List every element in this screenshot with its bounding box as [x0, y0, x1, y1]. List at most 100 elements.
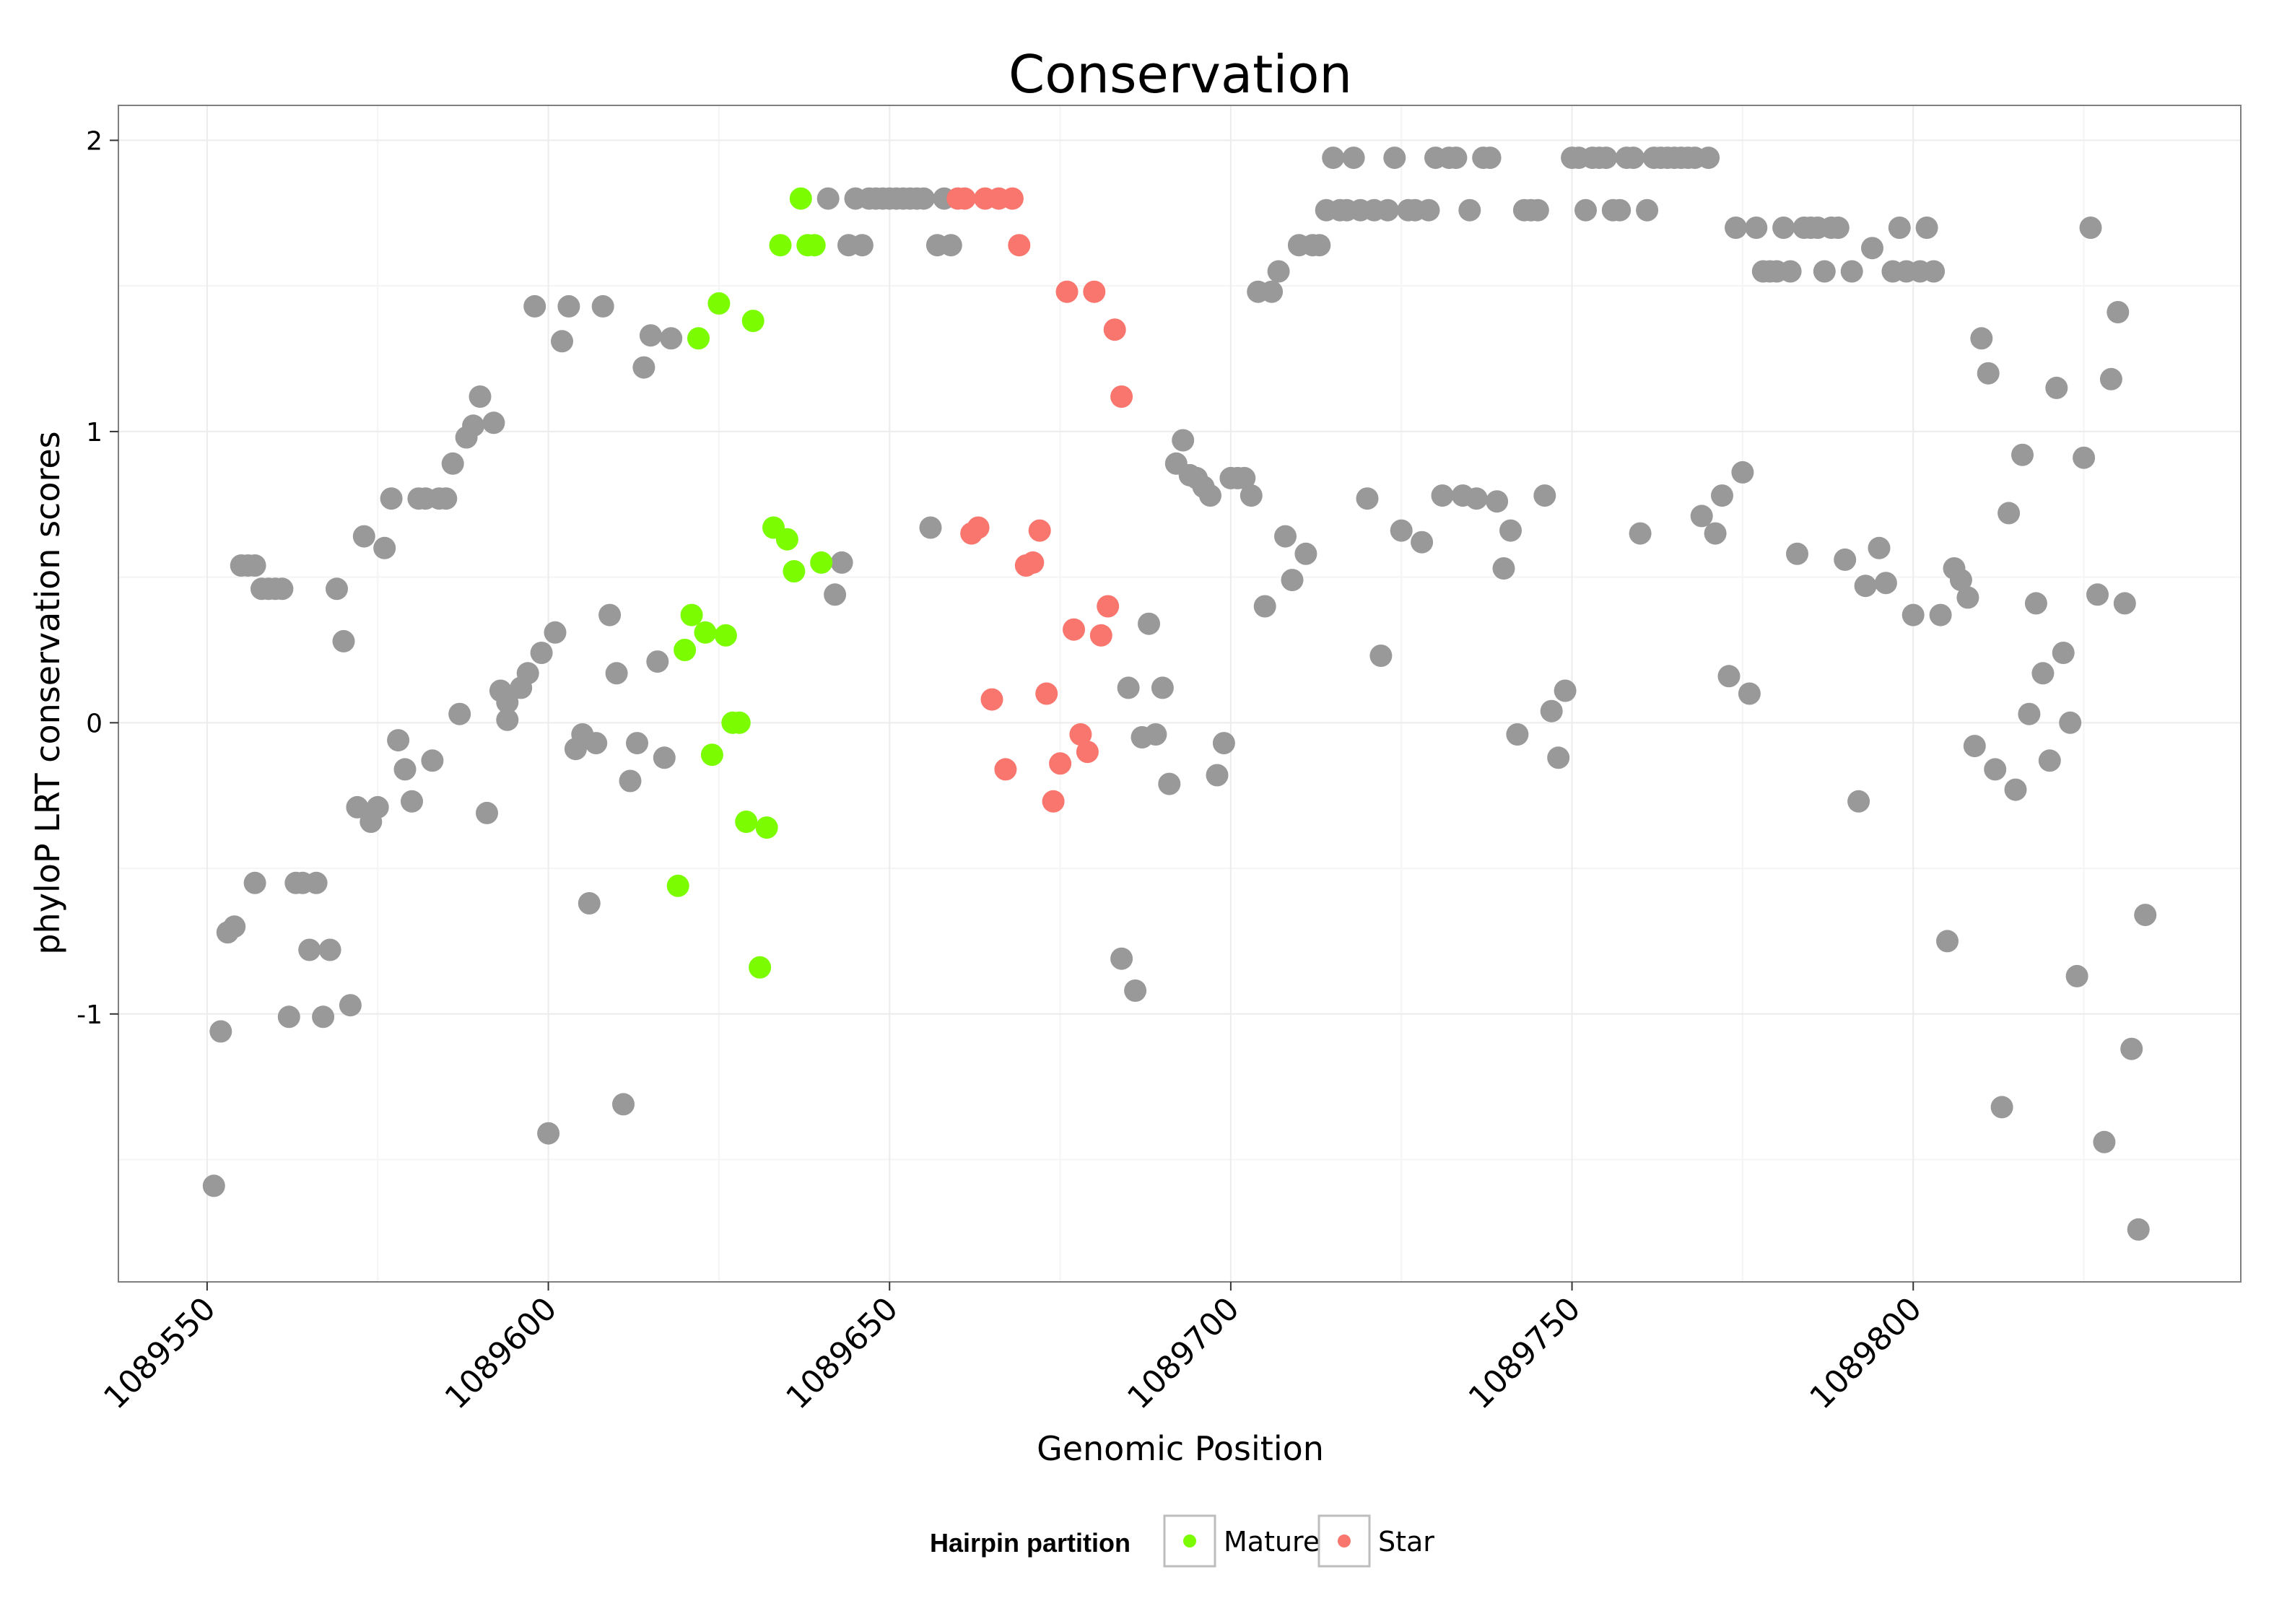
- panel-border: [118, 105, 2242, 1283]
- point-other: [469, 385, 492, 408]
- point-other: [223, 915, 246, 938]
- point-other: [1172, 429, 1195, 452]
- point-other: [2045, 376, 2068, 399]
- point-other: [305, 871, 328, 894]
- point-star: [1049, 752, 1072, 775]
- point-other: [544, 621, 567, 644]
- y-tick-label: 1: [86, 418, 103, 448]
- point-other: [1704, 522, 1727, 545]
- point-other: [1826, 217, 1850, 239]
- point-star: [1097, 595, 1120, 618]
- legend-label-star: Star: [1378, 1526, 1434, 1558]
- point-other: [1608, 198, 1632, 222]
- point-other: [387, 729, 410, 752]
- point-other: [1970, 327, 1993, 350]
- y-tick-label: 0: [86, 709, 103, 738]
- point-other: [1901, 603, 1925, 627]
- point-other: [271, 577, 294, 601]
- point-other: [1977, 362, 2000, 385]
- point-other: [1151, 676, 1174, 699]
- point-other: [1253, 595, 1276, 618]
- point-other: [1294, 542, 1317, 565]
- point-other: [1998, 502, 2021, 525]
- point-other: [1486, 490, 1509, 513]
- point-other: [277, 1005, 300, 1029]
- point-mature: [674, 639, 697, 661]
- point-mature: [707, 292, 731, 315]
- point-other: [401, 790, 423, 813]
- point-other: [1199, 484, 1221, 507]
- point-other: [598, 603, 622, 627]
- point-other: [393, 758, 417, 781]
- point-other: [660, 327, 683, 350]
- point-other: [1725, 217, 1747, 239]
- point-other: [1431, 484, 1454, 507]
- point-other: [482, 411, 505, 435]
- point-other: [1990, 1096, 2013, 1119]
- point-other: [1813, 260, 1836, 283]
- point-other: [1840, 260, 1863, 283]
- point-other: [585, 732, 608, 755]
- point-other: [626, 732, 648, 755]
- point-other: [1492, 557, 1515, 580]
- point-other: [2052, 642, 2075, 664]
- point-mature: [728, 711, 751, 734]
- point-other: [1731, 460, 1754, 484]
- point-other: [646, 650, 669, 673]
- point-other: [2093, 1130, 2116, 1153]
- point-other: [2031, 662, 2055, 685]
- point-other: [1874, 572, 1897, 595]
- point-other: [373, 536, 396, 559]
- point-other: [1110, 947, 1133, 970]
- point-other: [346, 795, 369, 818]
- point-other: [2011, 443, 2034, 466]
- point-other: [1868, 536, 1891, 559]
- point-other: [462, 414, 485, 437]
- point-mature: [789, 187, 812, 210]
- point-other: [1445, 147, 1468, 170]
- point-other: [1595, 147, 1618, 170]
- point-other: [2024, 592, 2047, 615]
- point-other: [816, 187, 840, 210]
- point-other: [2086, 583, 2109, 606]
- point-other: [612, 1093, 635, 1116]
- point-other: [1390, 519, 1413, 542]
- point-star: [1001, 187, 1024, 210]
- point-other: [1281, 569, 1304, 592]
- point-mature: [714, 624, 737, 647]
- point-other: [1369, 645, 1393, 667]
- point-other: [326, 577, 348, 601]
- point-other: [1574, 198, 1597, 222]
- point-other: [1936, 930, 1959, 953]
- point-mature: [810, 551, 833, 574]
- point-other: [1745, 217, 1768, 239]
- point-other: [1956, 586, 1979, 609]
- point-other: [1861, 237, 1883, 260]
- point-other: [557, 294, 580, 318]
- point-other: [298, 938, 321, 961]
- point-other: [653, 746, 676, 769]
- point-other: [2004, 778, 2027, 801]
- point-other: [578, 892, 601, 914]
- point-star: [1021, 551, 1045, 574]
- x-axis-label: Genomic Position: [1037, 1429, 1324, 1468]
- point-other: [1144, 723, 1167, 746]
- point-other: [1540, 699, 1563, 722]
- point-mature: [769, 234, 792, 257]
- point-other: [2134, 904, 2157, 927]
- point-star: [1055, 280, 1079, 303]
- point-other: [1158, 772, 1181, 795]
- point-other: [1922, 260, 1946, 283]
- point-other: [1772, 217, 1795, 239]
- point-other: [496, 708, 519, 731]
- point-other: [1526, 198, 1549, 222]
- point-other: [448, 702, 471, 725]
- point-other: [551, 330, 573, 353]
- point-other: [1138, 612, 1160, 635]
- point-other: [1834, 548, 1857, 571]
- legend-entry-mature: Mature: [1163, 1514, 1320, 1568]
- point-other: [1458, 198, 1481, 222]
- point-mature: [680, 603, 703, 627]
- point-other: [1506, 723, 1529, 746]
- point-other: [2113, 592, 2136, 615]
